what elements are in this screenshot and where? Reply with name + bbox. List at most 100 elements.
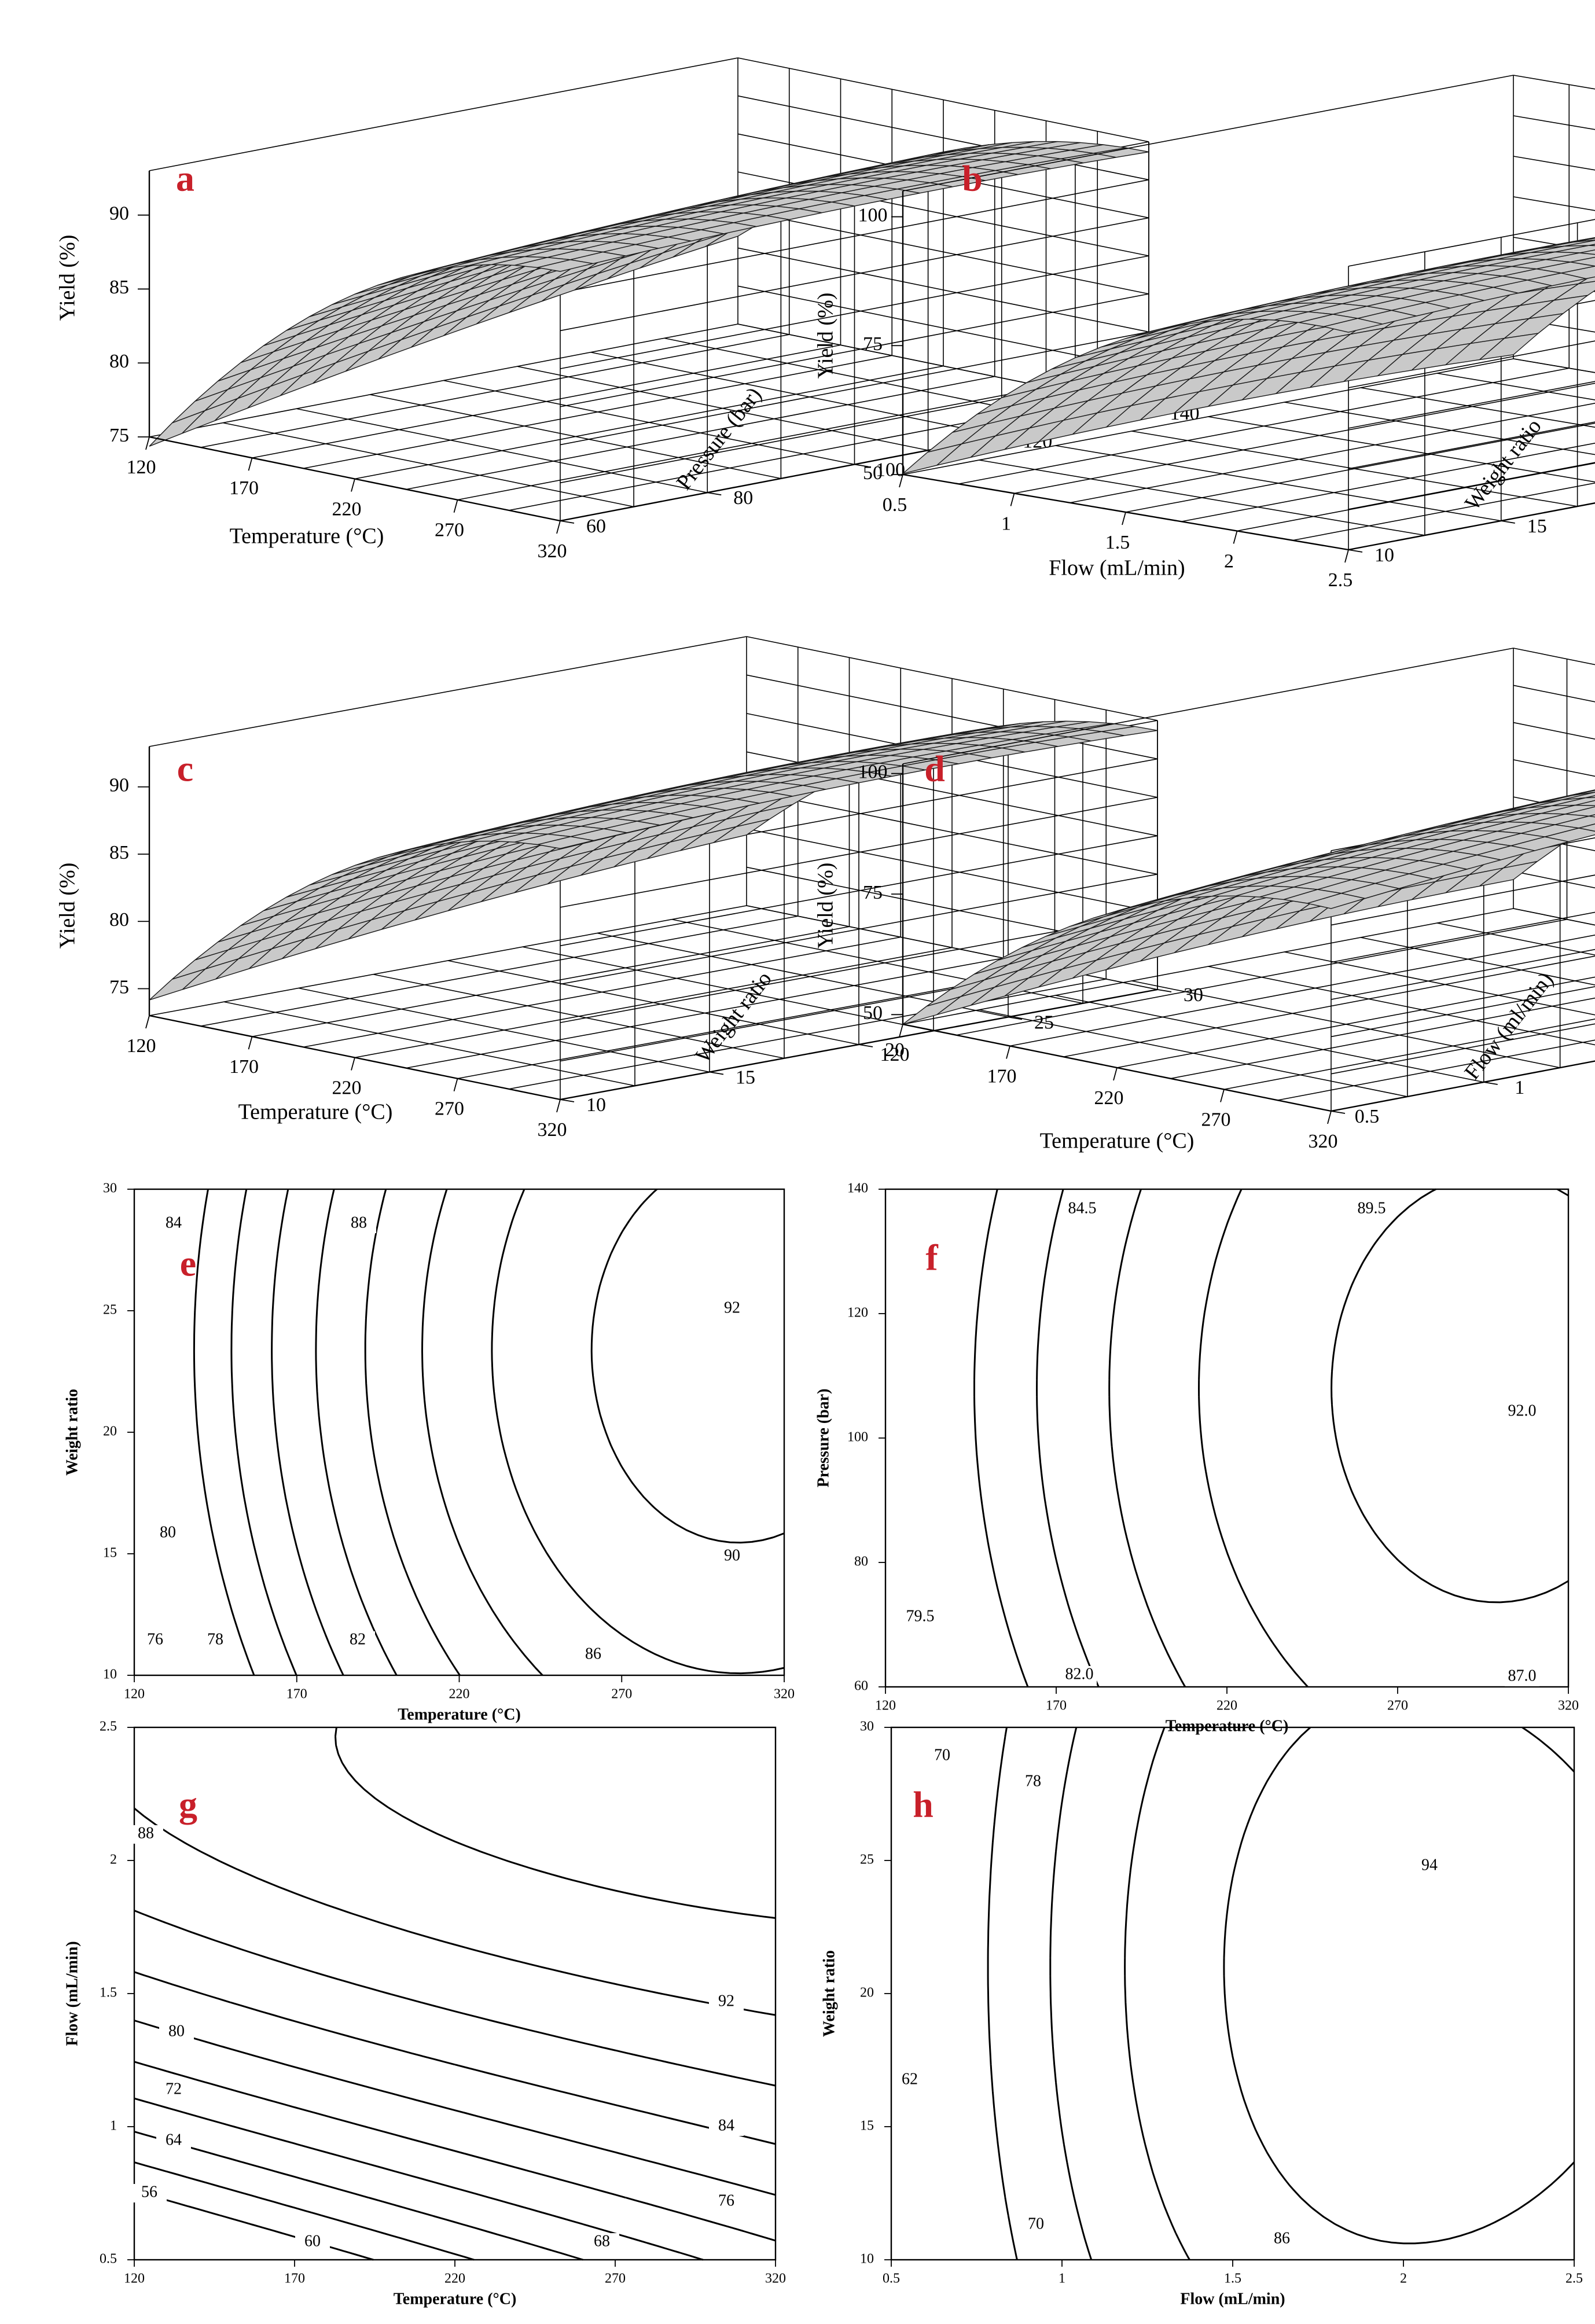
contour-label: 86 xyxy=(1274,2229,1290,2247)
contour-label: 70 xyxy=(934,1746,950,1764)
contour-line-86 xyxy=(1223,1726,1575,2245)
wall-grid-line xyxy=(560,835,1158,947)
wall-grid-line xyxy=(746,905,1158,990)
floor-grid-line xyxy=(1361,937,1595,986)
contour-label-bg xyxy=(709,1993,744,2012)
panel-g-axes: 120 170 220 270 320 0.5 1 1.5 2 2.5 Temperature (°… xyxy=(63,1719,786,2308)
y-tick xyxy=(560,1099,575,1102)
y-tick-label: 10 xyxy=(860,2252,874,2267)
wall-top-line xyxy=(149,57,738,171)
floor-grid-line xyxy=(1131,431,1578,507)
contour-label: 80 xyxy=(160,1523,176,1541)
z-tick-label: 85 xyxy=(109,277,129,298)
wall-grid-line xyxy=(560,331,1149,446)
contour-label: 62 xyxy=(902,2070,918,2088)
contour-label: 56 xyxy=(141,2183,157,2201)
wall-grid-line xyxy=(746,674,1158,760)
contour-label: 70 xyxy=(1028,2215,1044,2233)
contour-line-70 xyxy=(1049,1727,1093,2260)
y-tick-label: 80 xyxy=(733,487,753,509)
x-tick-label: 1 xyxy=(1001,513,1011,534)
floor-grid-line xyxy=(298,987,710,1073)
x-tick xyxy=(351,479,355,492)
panel-b-letter: b xyxy=(962,158,983,199)
plot-frame xyxy=(133,1726,777,2261)
wall-grid-line xyxy=(737,209,1149,295)
x-axis-label: Flow (mL/min) xyxy=(1180,2290,1285,2308)
contour-label: 92 xyxy=(718,1992,734,2010)
wall-grid-line xyxy=(746,636,1158,721)
x-tick-label: 270 xyxy=(435,520,464,541)
panel-h-contour-labels: 70 78 94 62 70 86 xyxy=(892,1746,1447,2249)
y-tick-label: 100 xyxy=(876,459,905,480)
x-tick xyxy=(1113,1067,1118,1081)
x-tick-label: 220 xyxy=(332,1077,362,1098)
y-tick-label: 100 xyxy=(847,1430,868,1445)
x-tick xyxy=(248,458,253,471)
wall-grid-line xyxy=(1513,115,1595,130)
y-tick-label: 25 xyxy=(860,1852,874,1867)
wall-grid-line xyxy=(1513,722,1595,740)
wall-grid-line xyxy=(737,247,1149,333)
floor-grid-line xyxy=(370,394,781,479)
surface-cell xyxy=(1592,790,1595,792)
y-tick-label: 1 xyxy=(1515,1077,1524,1098)
wall-grid-line xyxy=(1513,759,1595,777)
wall-grid-line xyxy=(737,95,1149,181)
y-tick-label: 30 xyxy=(103,1181,117,1196)
contour-line-87 xyxy=(1198,1189,1309,1688)
x-tick-label: 170 xyxy=(286,1687,307,1702)
y-tick-label: 20 xyxy=(860,1985,874,2001)
z-tick-label: 50 xyxy=(863,462,883,484)
y-axis-line xyxy=(1348,502,1595,551)
z-axis-label: Yield (%) xyxy=(56,235,80,321)
y-axis-line xyxy=(1331,1060,1595,1112)
x-tick xyxy=(1233,531,1238,544)
y-tick-label: 60 xyxy=(586,516,606,537)
contour-label: 79.5 xyxy=(906,1607,935,1625)
x-tick-label: 220 xyxy=(449,1687,470,1702)
wall-grid-line xyxy=(1331,1023,1595,1075)
floor-grid-line xyxy=(590,351,1002,437)
y-tick-label: 30 xyxy=(860,1719,874,1734)
y-tick-label: 15 xyxy=(860,2119,874,2134)
x-tick-label: 0.5 xyxy=(883,2271,900,2286)
y-tick-label: 2.5 xyxy=(100,1719,117,1734)
z-tick-label: 85 xyxy=(109,842,129,863)
contour-label-bg xyxy=(715,1300,749,1318)
contour-label: 76 xyxy=(718,2191,734,2209)
panel-f-chart: 120 170 220 270 320 60 80 100 120 140 Temperature … xyxy=(814,1181,1579,1735)
contour-label: 82.0 xyxy=(1065,1665,1094,1683)
floor-grid-line xyxy=(1436,373,1595,400)
panel-f-axes: 120 170 220 270 320 60 80 100 120 140 Temperature … xyxy=(814,1181,1579,1735)
x-tick-label: 220 xyxy=(1217,1698,1237,1713)
wall-grid-line xyxy=(560,873,1158,985)
wall-grid-line xyxy=(746,828,1158,913)
contour-line-76 xyxy=(134,2020,776,2196)
panel-c-chart: 120170220270320101520253075808590Tempera… xyxy=(56,636,1203,1141)
panel-e-contours xyxy=(193,1188,785,1676)
z-axis-label: Yield (%) xyxy=(56,863,80,949)
wall-grid-line xyxy=(1348,421,1595,469)
x-axis-label: Temperature (°C) xyxy=(230,524,384,549)
contour-label: 90 xyxy=(724,1546,740,1564)
panel-b-walls xyxy=(902,75,1595,550)
contour-label-bg xyxy=(159,2023,194,2042)
floor-grid-line xyxy=(1131,980,1560,1068)
x-tick-label: 170 xyxy=(987,1065,1017,1087)
wall-top-line xyxy=(902,648,1514,764)
x-tick xyxy=(899,1024,903,1038)
z-tick-label: 75 xyxy=(863,882,883,903)
plot-frame xyxy=(133,1188,785,1676)
panel-f-letter: f xyxy=(925,1237,938,1278)
x-tick-label: 2.5 xyxy=(1328,569,1353,591)
wall-grid-line xyxy=(1348,340,1595,388)
z-tick-label: 75 xyxy=(109,425,129,446)
wall-grid-line xyxy=(560,797,1158,908)
panel-e-axes: 120 170 220 270 320 10 15 20 25 30 Temperature (°C… xyxy=(63,1181,795,1724)
contour-label: 80 xyxy=(168,2022,185,2040)
z-tick-label: 90 xyxy=(109,775,129,796)
y-tick-label: 10 xyxy=(103,1667,117,1682)
contour-label-bg xyxy=(1062,1666,1097,1685)
contour-line-79.5 xyxy=(973,1189,1029,1687)
